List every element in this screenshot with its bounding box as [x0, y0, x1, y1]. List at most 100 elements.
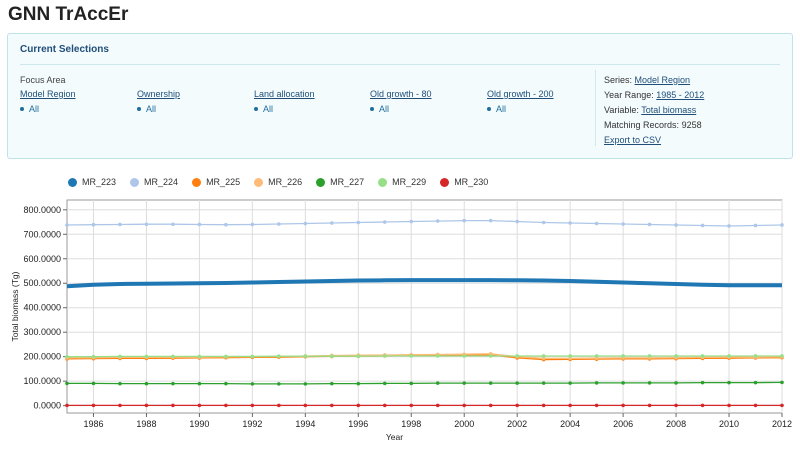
filter-link-ownership[interactable]: Ownership	[137, 89, 181, 99]
plot-area	[66, 199, 783, 414]
data-point-mr-229	[727, 354, 731, 358]
data-point-mr-229	[515, 354, 519, 358]
data-point-mr-230	[727, 403, 731, 408]
x-tick-label: 2010	[719, 419, 739, 429]
legend-item-mr-225[interactable]: MR_225	[192, 177, 240, 187]
data-point-mr-227	[621, 381, 625, 385]
selection-info: Series: Model Region Year Range: 1985 - …	[604, 73, 704, 148]
data-point-mr-230	[753, 403, 758, 408]
data-point-mr-224	[65, 223, 69, 227]
matching-records-count: 9258	[681, 120, 702, 130]
data-point-mr-230	[330, 403, 334, 408]
legend-swatch	[192, 177, 202, 187]
data-point-mr-227	[594, 381, 599, 385]
year-range-link[interactable]: 1985 - 2012	[656, 90, 705, 100]
data-point-mr-224	[171, 222, 175, 227]
data-point-mr-227	[118, 381, 122, 386]
data-point-mr-229	[144, 354, 149, 359]
data-point-mr-230	[780, 403, 784, 408]
data-point-mr-230	[488, 403, 493, 408]
data-point-mr-229	[753, 354, 758, 358]
legend-label: MR_230	[454, 177, 489, 187]
data-point-mr-224	[250, 222, 255, 227]
series-line-mr-224	[66, 219, 783, 227]
filter-link-old-growth-200[interactable]: Old growth - 200	[487, 89, 554, 99]
x-tick-label: 1988	[136, 419, 156, 429]
data-point-mr-229	[118, 354, 122, 359]
data-point-mr-230	[409, 403, 414, 408]
data-point-mr-229	[780, 354, 784, 358]
data-point-mr-229	[197, 354, 202, 359]
series-line-mr-226	[66, 353, 783, 360]
data-point-mr-227	[488, 381, 493, 385]
legend-item-mr-230[interactable]: MR_230	[440, 177, 488, 187]
filter-link-land-allocation[interactable]: Land allocation	[254, 89, 315, 99]
x-tick-label: 1994	[295, 419, 315, 429]
year-range-row: Year Range: 1985 - 2012	[604, 90, 705, 100]
data-point-mr-227	[224, 381, 228, 386]
data-point-mr-224	[330, 221, 334, 225]
series-line-mr-229	[67, 355, 782, 358]
data-point-mr-229	[462, 354, 467, 358]
data-point-mr-230	[303, 403, 308, 408]
data-point-mr-230	[674, 403, 678, 408]
legend-item-mr-226[interactable]: MR_226	[254, 177, 302, 187]
panel-title: Current Selections	[20, 44, 109, 55]
filter-link-model-region[interactable]: Model Region	[20, 89, 76, 99]
data-point-mr-227	[277, 382, 281, 386]
y-tick-label: 600.0000	[23, 254, 61, 264]
legend-swatch	[68, 177, 77, 187]
data-point-mr-224	[594, 221, 599, 226]
legend-swatch	[254, 177, 264, 187]
legend-item-mr-223[interactable]: MR_223	[68, 177, 116, 187]
export-csv-link[interactable]: Export to CSV	[604, 135, 662, 145]
chart-legend: MR_223 MR_224 MR_225 MR_226 MR_227 MR_229 MR_2…	[68, 175, 502, 189]
data-point-mr-230	[700, 403, 705, 408]
legend-item-mr-224[interactable]: MR_224	[130, 177, 178, 187]
data-point-mr-227	[435, 381, 440, 385]
data-point-mr-227	[700, 380, 705, 385]
app-title: GNN TrAccEr	[8, 4, 129, 25]
data-point-mr-230	[462, 403, 467, 408]
data-point-mr-227	[356, 381, 361, 386]
data-point-mr-227	[144, 381, 149, 386]
data-point-mr-224	[568, 221, 572, 225]
x-tick-label: 2008	[666, 419, 686, 429]
x-tick-label: 1992	[242, 419, 262, 429]
data-point-mr-230	[594, 403, 599, 408]
series-row: Series: Model Region	[604, 75, 691, 85]
data-point-mr-224	[356, 220, 361, 225]
data-point-mr-227	[541, 381, 546, 385]
data-point-mr-230	[250, 403, 255, 408]
x-tick-label: 2004	[560, 419, 580, 429]
data-point-mr-227	[250, 382, 255, 386]
data-point-mr-224	[277, 222, 281, 226]
panel-vertical-divider	[595, 70, 596, 146]
data-point-mr-229	[356, 354, 361, 358]
variable-link[interactable]: Total biomass	[641, 105, 697, 115]
y-tick-label: 0.0000	[33, 401, 61, 411]
legend-swatch	[440, 177, 450, 187]
y-tick-label: 100.0000	[23, 376, 61, 386]
data-point-mr-227	[753, 380, 758, 385]
series-line-mr-227	[67, 381, 783, 385]
data-point-mr-227	[515, 381, 519, 385]
data-point-mr-224	[674, 223, 678, 227]
legend-item-mr-227[interactable]: MR_227	[316, 177, 364, 187]
filter-link-old-growth-80[interactable]: Old growth - 80	[370, 89, 432, 99]
data-point-mr-229	[594, 354, 599, 358]
legend-label: MR_227	[330, 177, 365, 187]
legend-swatch	[378, 177, 388, 187]
data-point-mr-227	[780, 380, 784, 385]
legend-item-mr-229[interactable]: MR_229	[378, 177, 426, 187]
data-point-mr-227	[330, 381, 334, 386]
data-point-mr-224	[435, 219, 440, 223]
filter-land-allocation: Land allocation All	[254, 89, 315, 114]
data-point-mr-229	[65, 354, 69, 359]
data-point-mr-230	[621, 403, 625, 408]
data-point-mr-229	[700, 354, 705, 358]
data-point-mr-229	[303, 354, 308, 358]
data-point-mr-229	[621, 354, 625, 358]
series-link[interactable]: Model Region	[634, 75, 691, 85]
filter-old-growth-200: Old growth - 200 All	[487, 89, 554, 114]
